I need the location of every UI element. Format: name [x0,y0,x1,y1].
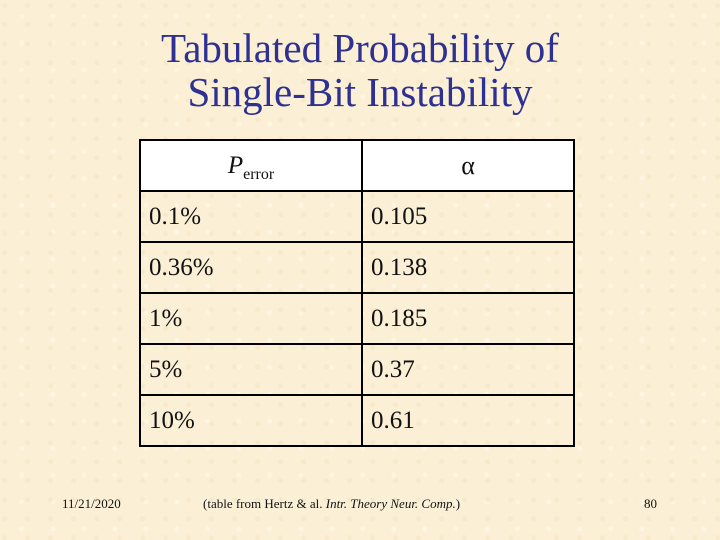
cell-p-error: 0.1% [139,190,363,243]
header-p-error: Perror [139,139,363,192]
p-error-subscript: error [243,165,275,183]
cell-alpha: 0.138 [361,241,575,294]
cell-alpha: 0.61 [361,394,575,447]
cell-alpha: 0.37 [361,343,575,396]
table-row: 0.1% 0.105 [139,190,575,243]
footer-date: 11/21/2020 [62,496,121,511]
slide-title-line-1: Tabulated Probability of [161,25,559,71]
cell-p-error: 10% [139,394,363,447]
header-alpha: α [361,139,575,192]
footer-citation: (table from Hertz & al. Intr. Theory Neu… [203,496,460,512]
table-row: 10% 0.61 [139,394,575,447]
cell-p-error: 0.36% [139,241,363,294]
table-header-row: Perror α [139,139,575,192]
slide-title-line-2: Single-Bit Instability [187,69,533,115]
slide-title: Tabulated Probability of Single-Bit Inst… [0,26,720,114]
cell-alpha: 0.105 [361,190,575,243]
cell-p-error: 1% [139,292,363,345]
citation-prefix: (table from Hertz & al. [203,496,326,511]
citation-suffix: ) [455,496,461,511]
table-row: 0.36% 0.138 [139,241,575,294]
alpha-symbol: α [461,150,475,180]
probability-table: Perror α 0.1% 0.105 0.36% 0.138 1% 0.185… [139,139,575,447]
table-row: 1% 0.185 [139,292,575,345]
citation-book-title: Intr. Theory Neur. Comp. [325,496,456,511]
p-error-symbol: P [227,151,244,179]
cell-p-error: 5% [139,343,363,396]
cell-alpha: 0.185 [361,292,575,345]
table-row: 5% 0.37 [139,343,575,396]
page-number: 80 [644,496,657,511]
